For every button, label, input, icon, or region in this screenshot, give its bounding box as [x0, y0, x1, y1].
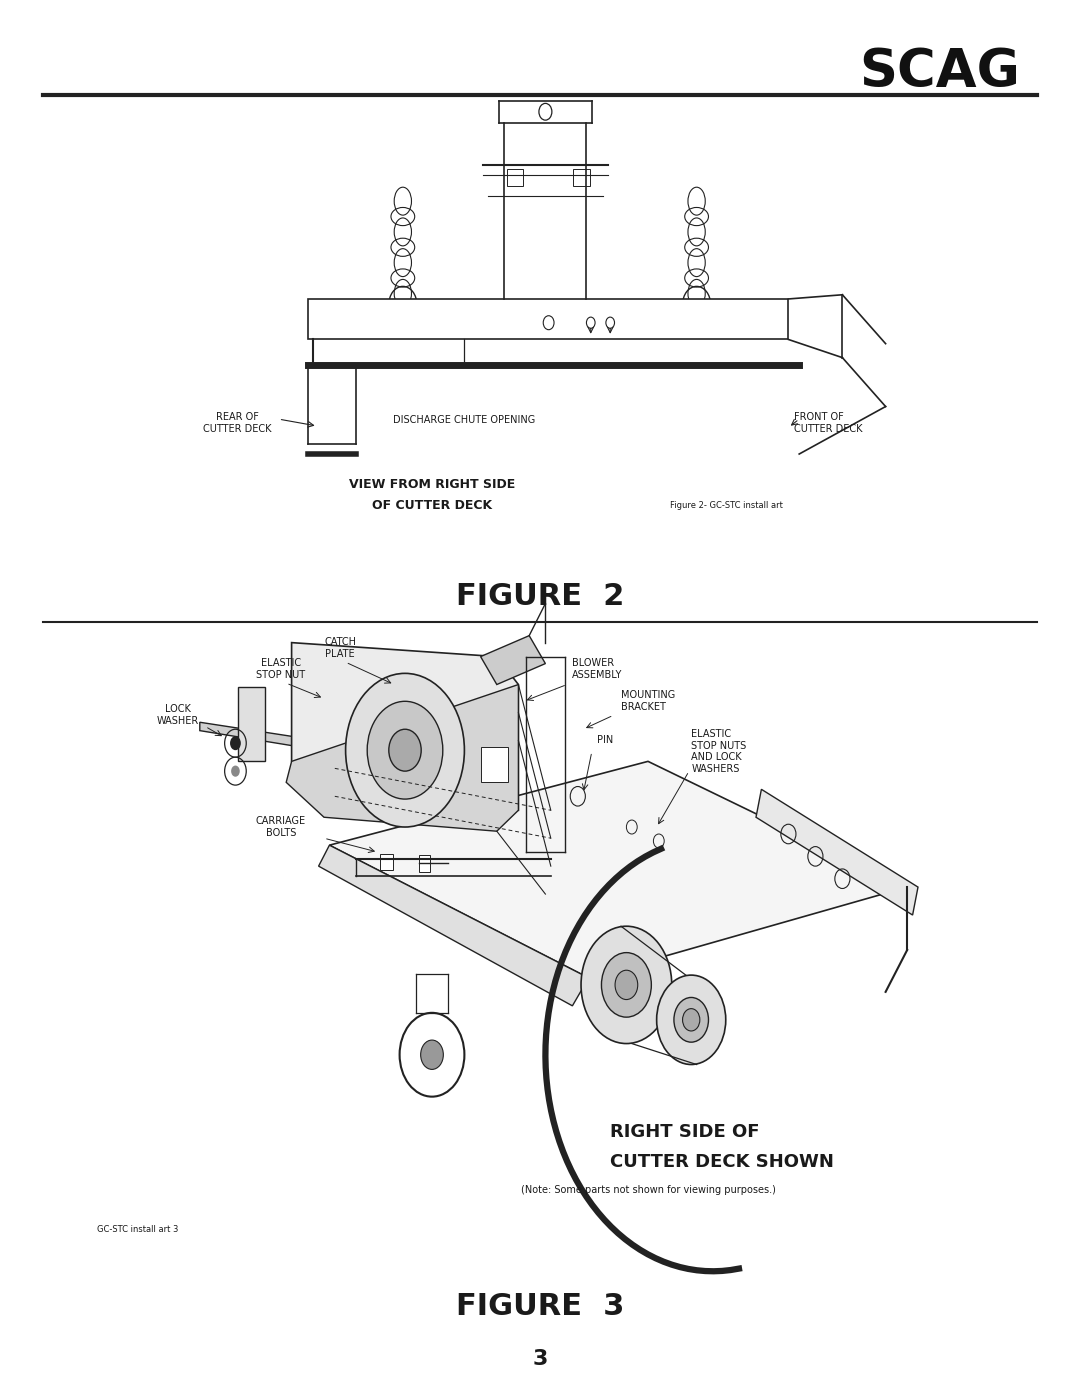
Circle shape [231, 766, 240, 777]
Polygon shape [756, 789, 918, 915]
Text: CATCH
PLATE: CATCH PLATE [324, 637, 356, 659]
Polygon shape [292, 643, 518, 810]
Text: MOUNTING
BRACKET: MOUNTING BRACKET [621, 690, 675, 712]
Text: GC-STC install art 3: GC-STC install art 3 [97, 1225, 178, 1234]
Circle shape [346, 673, 464, 827]
Text: 3: 3 [532, 1350, 548, 1369]
Text: ELASTIC
STOP NUTS
AND LOCK
WASHERS: ELASTIC STOP NUTS AND LOCK WASHERS [691, 729, 746, 774]
Circle shape [602, 953, 651, 1017]
Circle shape [683, 1009, 700, 1031]
Text: CUTTER DECK SHOWN: CUTTER DECK SHOWN [610, 1154, 834, 1171]
Circle shape [230, 736, 241, 750]
Text: BLOWER
ASSEMBLY: BLOWER ASSEMBLY [572, 658, 623, 680]
Text: FIGURE  3: FIGURE 3 [456, 1292, 624, 1320]
Circle shape [657, 975, 726, 1065]
Text: FRONT OF
CUTTER DECK: FRONT OF CUTTER DECK [794, 412, 862, 433]
Circle shape [389, 729, 421, 771]
Circle shape [421, 1039, 443, 1070]
Bar [507, 169, 523, 186]
Bar [481, 747, 508, 782]
Text: VIEW FROM RIGHT SIDE: VIEW FROM RIGHT SIDE [349, 478, 515, 492]
Circle shape [616, 971, 637, 1000]
Polygon shape [319, 845, 589, 1006]
Circle shape [581, 926, 672, 1044]
Bar [380, 854, 393, 870]
Polygon shape [286, 685, 518, 831]
Text: (Note: Some parts not shown for viewing purposes.): (Note: Some parts not shown for viewing … [521, 1185, 775, 1196]
Polygon shape [238, 687, 265, 761]
Polygon shape [329, 761, 907, 978]
Circle shape [674, 997, 708, 1042]
Bar [573, 169, 590, 186]
Text: ELASTIC
STOP NUT: ELASTIC STOP NUT [256, 658, 306, 680]
Text: Figure 2- GC-STC install art: Figure 2- GC-STC install art [670, 502, 783, 510]
Polygon shape [200, 722, 346, 754]
Bar [419, 855, 430, 872]
Text: DISCHARGE CHUTE OPENING: DISCHARGE CHUTE OPENING [393, 415, 536, 426]
Text: RIGHT SIDE OF: RIGHT SIDE OF [610, 1123, 759, 1140]
Text: PIN: PIN [597, 735, 613, 746]
Circle shape [367, 701, 443, 799]
Polygon shape [481, 636, 545, 685]
Text: LOCK
WASHER: LOCK WASHER [157, 704, 200, 726]
Text: OF CUTTER DECK: OF CUTTER DECK [372, 499, 492, 513]
Text: REAR OF
CUTTER DECK: REAR OF CUTTER DECK [203, 412, 272, 433]
Text: SCAG: SCAG [860, 46, 1021, 98]
Bar [308, 299, 788, 339]
Text: CARRIAGE
BOLTS: CARRIAGE BOLTS [256, 816, 306, 838]
Text: FIGURE  2: FIGURE 2 [456, 583, 624, 610]
